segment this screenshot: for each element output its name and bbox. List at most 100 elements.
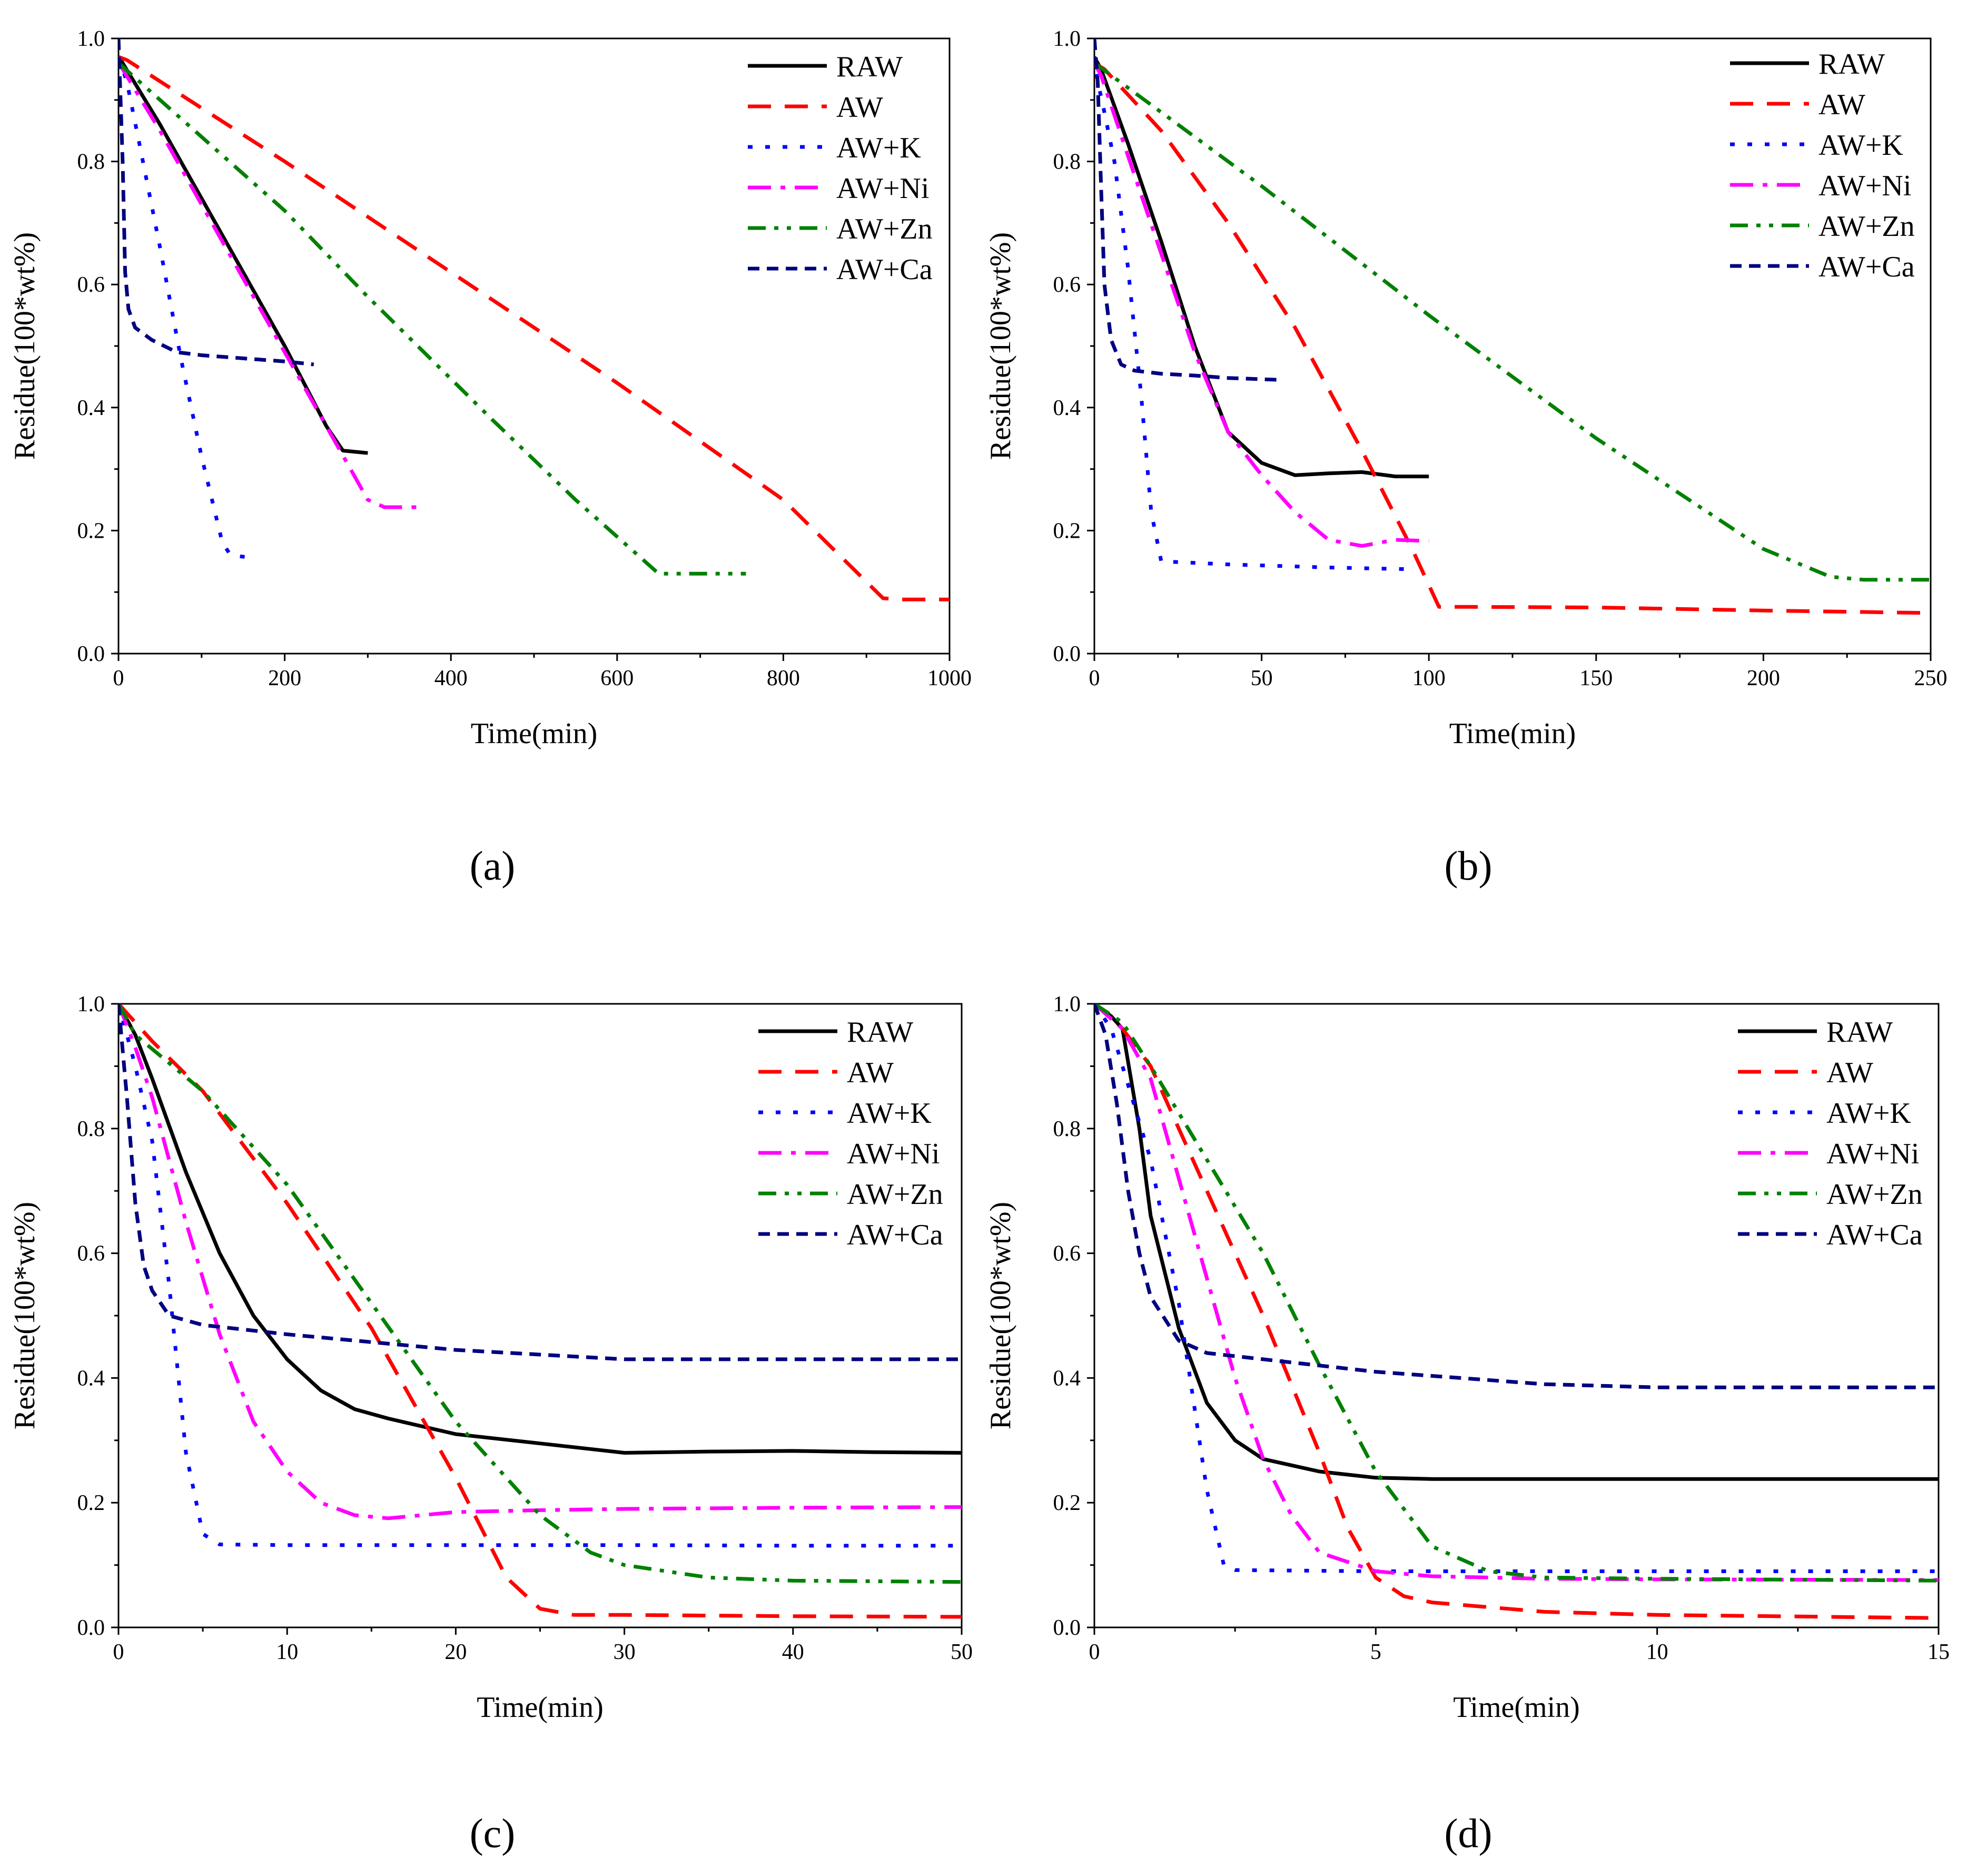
y-axis-title: Residue(100*wt%) bbox=[984, 232, 1017, 460]
y-tick-label: 0.8 bbox=[1053, 1117, 1081, 1141]
legend-label: RAW bbox=[847, 1016, 913, 1049]
x-tick-label: 150 bbox=[1579, 666, 1613, 690]
y-tick-label: 0.0 bbox=[77, 1616, 105, 1640]
series-line-aw bbox=[1094, 61, 1931, 615]
legend-label: AW+Zn bbox=[1818, 210, 1915, 243]
x-tick-label: 10 bbox=[1646, 1640, 1668, 1664]
x-tick-label: 100 bbox=[1412, 666, 1446, 690]
y-tick-label: 1.0 bbox=[77, 27, 105, 51]
legend-label: AW+Zn bbox=[847, 1178, 943, 1211]
legend-label: AW+Ca bbox=[847, 1219, 943, 1251]
y-tick-label: 0.8 bbox=[77, 1117, 105, 1141]
y-tick-label: 0.6 bbox=[1053, 1242, 1081, 1266]
y-tick-label: 1.0 bbox=[1053, 27, 1081, 51]
y-tick-label: 0.8 bbox=[1053, 150, 1081, 174]
panel-label: (b) bbox=[1445, 843, 1492, 888]
legend-label: AW+Ca bbox=[1818, 251, 1915, 283]
panel-label: (a) bbox=[470, 843, 516, 888]
y-tick-label: 0.0 bbox=[1053, 1616, 1081, 1640]
y-tick-label: 1.0 bbox=[77, 992, 105, 1016]
series-line-aw-ni bbox=[1094, 62, 1429, 548]
plot-frame bbox=[117, 1003, 963, 1628]
legend-label: AW+Ni bbox=[1818, 170, 1911, 202]
x-tick-label: 800 bbox=[767, 666, 800, 690]
legend-label: RAW bbox=[836, 51, 903, 83]
x-tick-label: 600 bbox=[600, 666, 634, 690]
x-axis-title: Time(min) bbox=[1453, 1691, 1580, 1724]
y-tick-label: 0.0 bbox=[77, 642, 105, 666]
y-tick-label: 0.2 bbox=[1053, 1491, 1081, 1515]
x-tick-label: 20 bbox=[444, 1640, 467, 1664]
legend-label: AW+K bbox=[1818, 129, 1903, 162]
series-line-aw-ca bbox=[1094, 1004, 1939, 1389]
plot-frame bbox=[117, 37, 951, 655]
legend-label: AW+Ca bbox=[1826, 1219, 1923, 1251]
series-line-aw-k bbox=[118, 56, 256, 560]
legend-label: RAW bbox=[1826, 1016, 1893, 1049]
y-tick-label: 0.4 bbox=[77, 1366, 105, 1390]
series-line-raw bbox=[1094, 56, 1429, 479]
y-tick-label: 0.2 bbox=[77, 519, 105, 543]
series-line-aw-zn bbox=[118, 62, 746, 576]
legend-label: AW+Zn bbox=[1826, 1178, 1923, 1211]
x-axis-title: Time(min) bbox=[477, 1691, 604, 1724]
series-line-aw-k bbox=[118, 1004, 962, 1548]
chart-panel-4: 0 5 10 15 0.0 0.2 0.4 0.6 0.8 1.0 Time(min) Residue… bbox=[984, 992, 1950, 1856]
legend-label: AW+K bbox=[847, 1097, 932, 1130]
x-tick-label: 400 bbox=[434, 666, 468, 690]
legend-label: AW bbox=[847, 1057, 894, 1089]
y-tick-label: 0.8 bbox=[77, 150, 105, 174]
y-axis-title: Residue(100*wt%) bbox=[984, 1202, 1017, 1429]
x-tick-label: 200 bbox=[268, 666, 301, 690]
chart-panel-3: 0 10 20 30 40 50 0.0 0.2 0.4 0.6 0.8 1.0 Time(min) Re… bbox=[8, 992, 973, 1856]
plot-frame bbox=[1093, 1003, 1940, 1628]
legend-label: AW+Ni bbox=[1826, 1138, 1919, 1170]
y-axis-title: Residue(100*wt%) bbox=[8, 232, 41, 460]
panel-label: (c) bbox=[470, 1810, 516, 1856]
legend-label: AW+Ni bbox=[847, 1138, 940, 1170]
x-tick-label: 15 bbox=[1928, 1640, 1950, 1664]
legend-label: AW+K bbox=[1826, 1097, 1911, 1130]
series-line-aw-ni bbox=[118, 1004, 962, 1520]
y-axis-title: Residue(100*wt%) bbox=[8, 1202, 41, 1429]
legend-label: AW+Ca bbox=[836, 253, 933, 286]
series-line-aw bbox=[1094, 1004, 1939, 1620]
y-tick-label: 1.0 bbox=[1053, 992, 1081, 1016]
x-axis-title: Time(min) bbox=[471, 717, 598, 750]
series-line-aw-ca bbox=[118, 38, 314, 367]
x-tick-label: 250 bbox=[1914, 666, 1948, 690]
series-line-aw-zn bbox=[1094, 1004, 1939, 1583]
legend-label: RAW bbox=[1818, 48, 1885, 81]
series-line-aw-k bbox=[1094, 56, 1416, 571]
series-line-aw-ni bbox=[118, 62, 418, 509]
x-tick-label: 50 bbox=[951, 1640, 973, 1664]
panel-label: (d) bbox=[1445, 1810, 1492, 1856]
x-tick-label: 200 bbox=[1747, 666, 1780, 690]
y-tick-label: 0.6 bbox=[77, 273, 105, 297]
legend-label: AW+Zn bbox=[836, 213, 933, 245]
x-tick-label: 0 bbox=[113, 1640, 124, 1664]
y-tick-label: 0.4 bbox=[77, 396, 105, 420]
series-line-aw bbox=[118, 55, 950, 601]
y-tick-label: 0.2 bbox=[77, 1491, 105, 1515]
x-tick-label: 5 bbox=[1370, 1640, 1381, 1664]
legend-label: AW bbox=[836, 91, 883, 124]
legend-label: AW+K bbox=[836, 132, 921, 164]
series-line-aw-zn bbox=[118, 1004, 962, 1584]
x-tick-label: 0 bbox=[1089, 1640, 1100, 1664]
y-tick-label: 0.6 bbox=[1053, 273, 1081, 297]
y-tick-label: 0.6 bbox=[77, 1242, 105, 1266]
x-tick-label: 0 bbox=[113, 666, 124, 690]
chart-panel-2: 0 50 100 150 200 250 0.0 0.2 0.4 0.6 0.8 1.0 Time(mi… bbox=[984, 27, 1948, 888]
series-line-raw bbox=[1094, 1004, 1939, 1481]
series-line-aw-k bbox=[1094, 1004, 1939, 1573]
x-tick-label: 0 bbox=[1089, 666, 1100, 690]
legend-label: AW bbox=[1818, 88, 1865, 121]
series-line-aw-ni bbox=[1094, 1004, 1939, 1582]
x-tick-label: 1000 bbox=[927, 666, 972, 690]
y-tick-label: 0.4 bbox=[1053, 1366, 1081, 1390]
series-line-raw bbox=[118, 56, 368, 455]
x-tick-label: 10 bbox=[276, 1640, 298, 1664]
x-axis-title: Time(min) bbox=[1449, 717, 1576, 750]
